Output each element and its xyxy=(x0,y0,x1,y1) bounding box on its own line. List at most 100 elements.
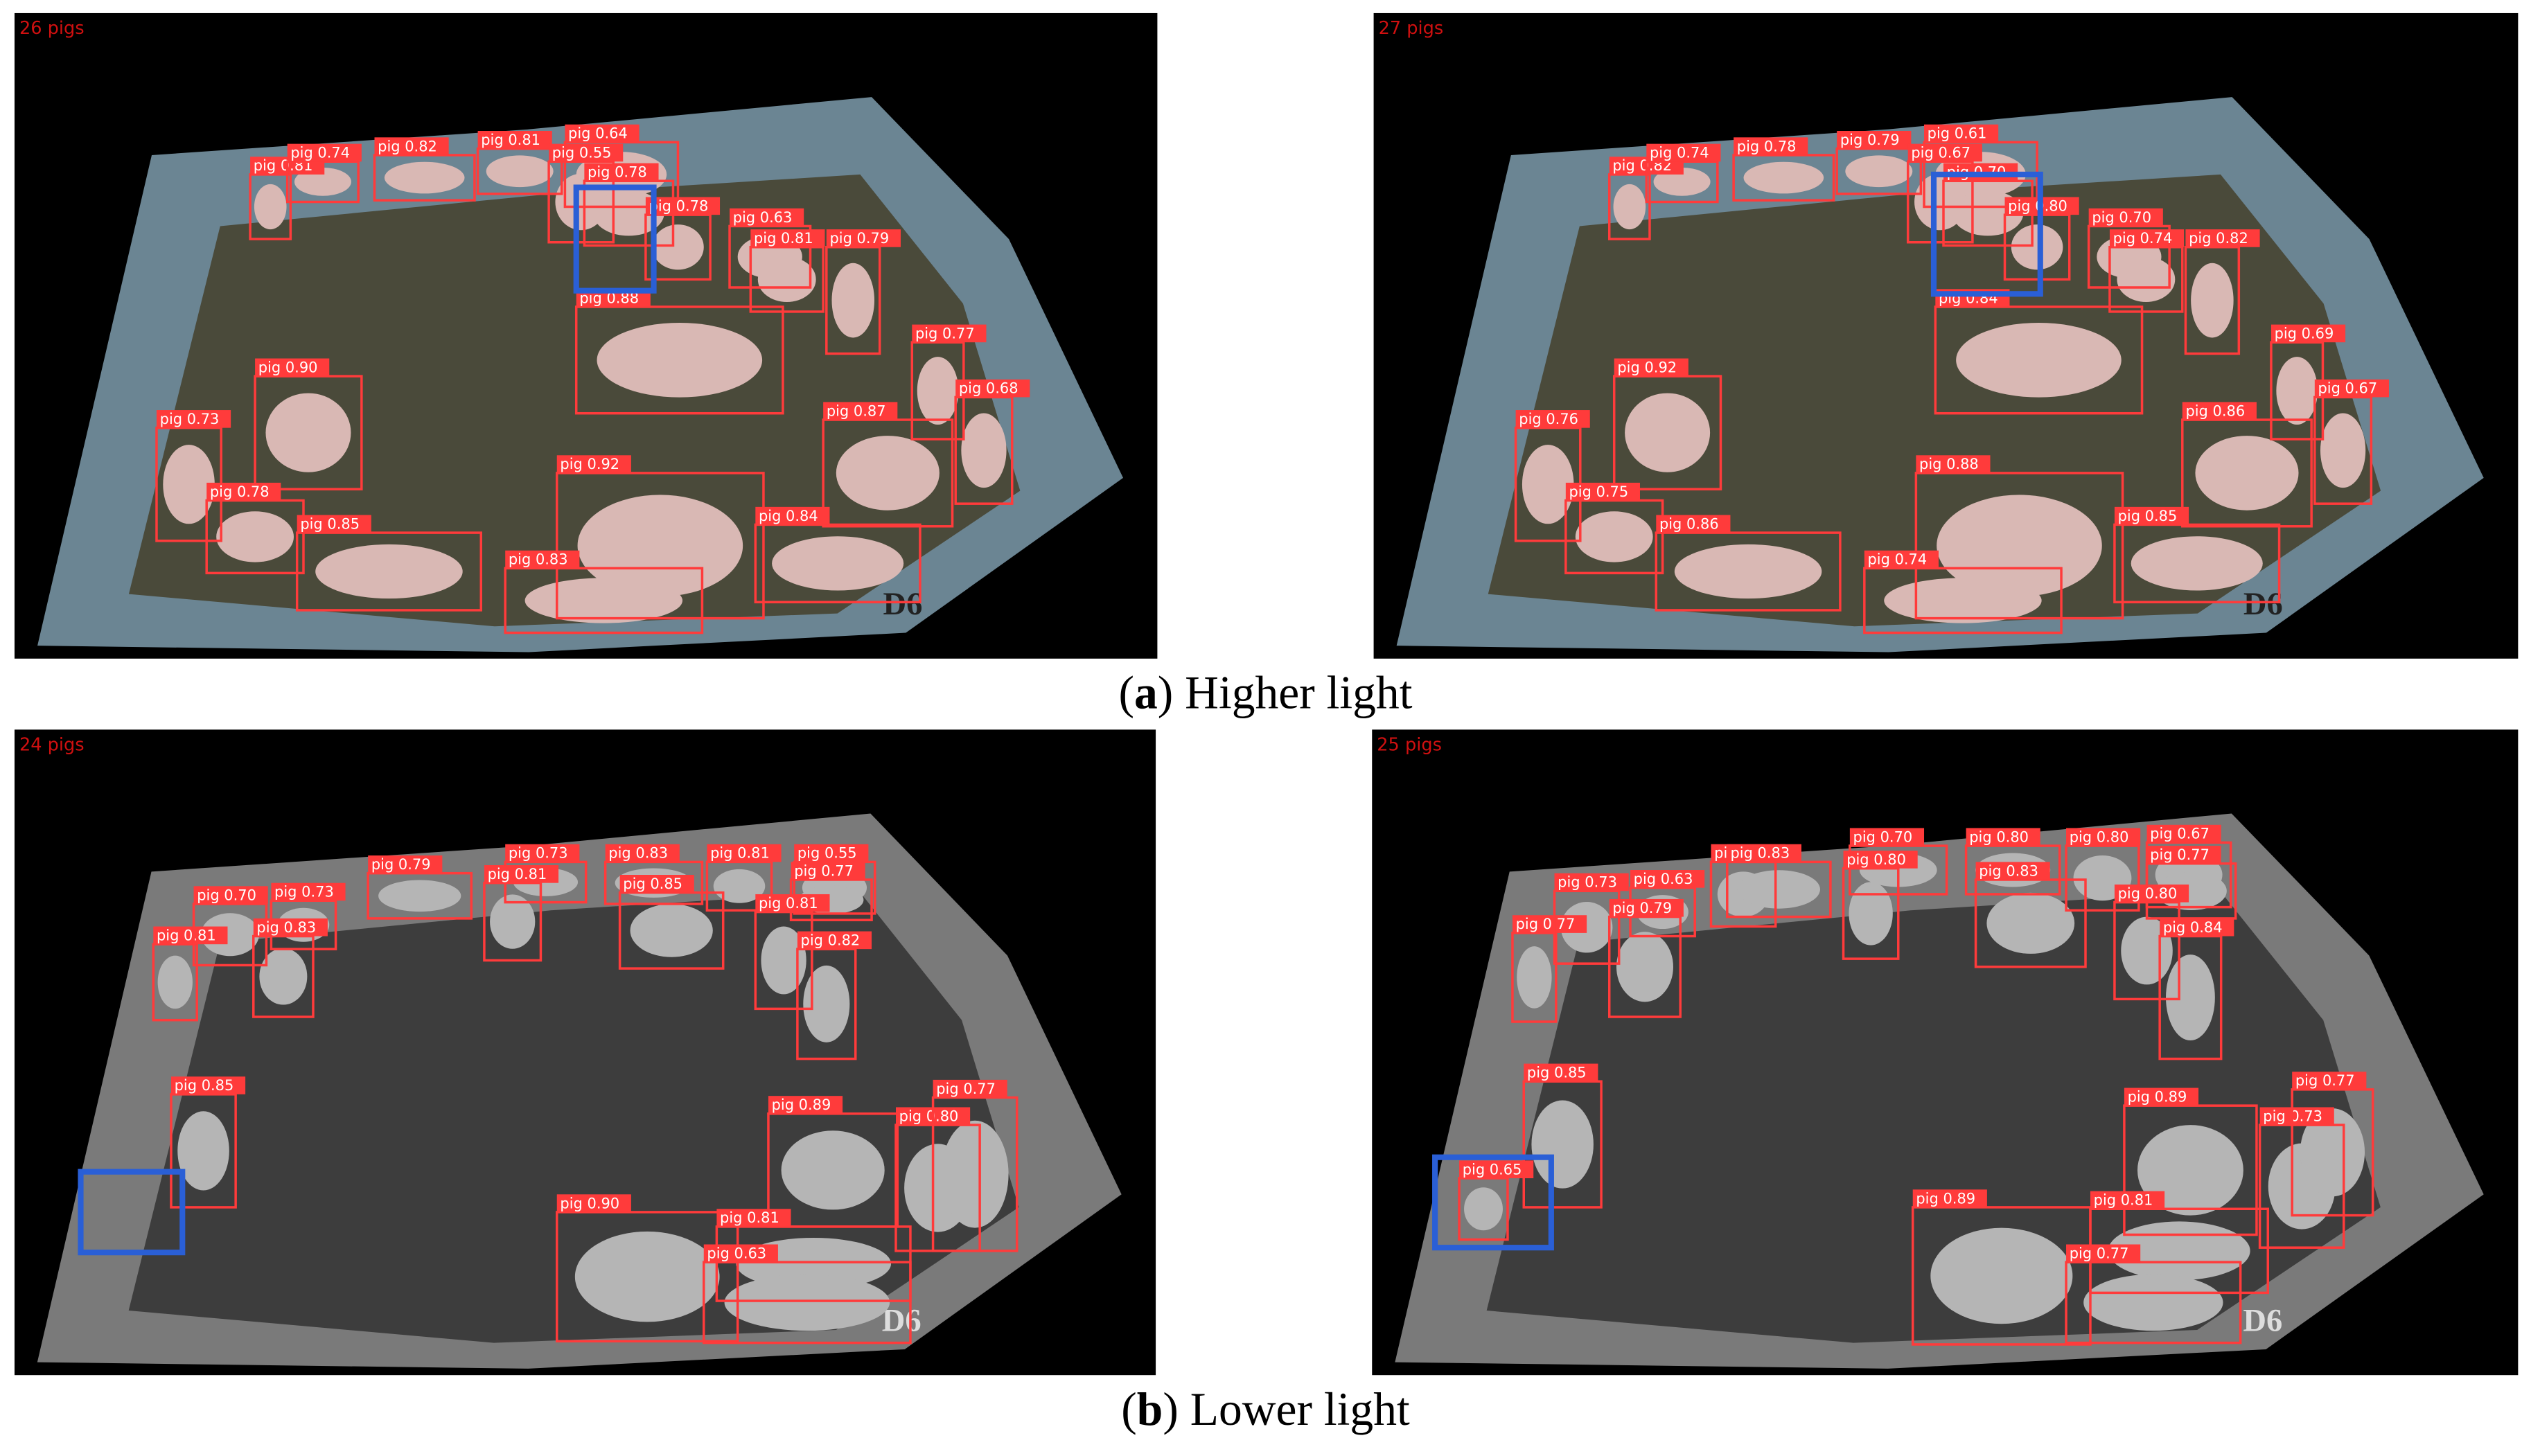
detection-label-bg xyxy=(826,229,901,247)
detection-label: pig 0.70 xyxy=(2092,209,2151,226)
pig xyxy=(524,578,683,623)
detection-label-bg xyxy=(253,918,328,936)
detection-label-bg xyxy=(2090,1191,2165,1209)
pig xyxy=(1616,932,1673,1002)
detection-label-bg xyxy=(1734,137,1808,155)
detection-label-bg xyxy=(619,875,694,893)
pig xyxy=(836,436,940,511)
detection-label: pig 0.87 xyxy=(827,402,886,419)
detection-label: pig 0.85 xyxy=(623,876,682,892)
pig xyxy=(2320,413,2366,488)
detection-label: pig 0.63 xyxy=(707,1245,766,1261)
detection-label-bg xyxy=(255,358,330,377)
floor-mark: D6 xyxy=(883,586,923,622)
detection-label: pig 0.90 xyxy=(560,1195,619,1211)
detection-label: pig 0.76 xyxy=(1519,411,1578,427)
pig xyxy=(724,1274,890,1331)
pig xyxy=(1613,184,1646,230)
pig-count: 24 pigs xyxy=(19,735,85,756)
detection-label-bg xyxy=(791,862,865,880)
detection-label: pig 0.85 xyxy=(2118,508,2178,524)
detection-label-bg xyxy=(912,324,987,343)
detection-label: pig 0.74 xyxy=(1867,551,1927,568)
detection-box xyxy=(2065,1261,2242,1344)
pig xyxy=(1575,511,1653,562)
detection-label-bg xyxy=(1524,1063,1598,1082)
detection-label-bg xyxy=(374,137,449,155)
detection-label-bg xyxy=(297,515,371,533)
detection-label: pig 0.81 xyxy=(720,1209,779,1226)
detection-label-bg xyxy=(1975,862,2050,880)
detection-label-bg xyxy=(2114,506,2189,525)
missed-detection-box xyxy=(1930,171,2043,297)
detection-label: pig 0.81 xyxy=(481,132,540,148)
detection-label: pig 0.81 xyxy=(759,895,818,912)
detection-label: pig 0.80 xyxy=(899,1108,959,1124)
pig-count: 25 pigs xyxy=(1377,735,1442,756)
detection-label-bg xyxy=(2182,402,2257,420)
detection-label: pig 0.86 xyxy=(2185,402,2245,419)
detection-box xyxy=(1934,305,2144,415)
floor-mark: D6 xyxy=(882,1302,921,1338)
pig xyxy=(2108,1221,2250,1281)
detection-label: pig 0.78 xyxy=(588,164,647,181)
pig xyxy=(941,1120,1009,1228)
detection-label: pig 0.83 xyxy=(256,919,316,936)
missed-detection-box xyxy=(573,184,657,294)
pig xyxy=(216,511,294,562)
detection-label: pig 0.79 xyxy=(1840,132,1900,148)
pig xyxy=(1956,323,2122,398)
pig xyxy=(1884,578,2042,623)
detection-label: pig 0.81 xyxy=(2094,1192,2153,1209)
detection-label-bg xyxy=(955,379,1030,398)
detection-label-bg xyxy=(153,926,228,945)
pig xyxy=(2117,256,2176,302)
detection-label-bg xyxy=(1912,1189,1987,1207)
detection-label-bg xyxy=(1843,851,1918,869)
detection-label-bg xyxy=(1630,870,1705,888)
detection-label: pig 0.83 xyxy=(608,845,668,862)
detection-label: pig 0.85 xyxy=(1527,1065,1587,1081)
missed-detection-box xyxy=(1432,1154,1554,1251)
detection-label-bg xyxy=(271,882,346,901)
detection-label: pig 0.77 xyxy=(936,1081,996,1097)
detection-label: pig 0.70 xyxy=(1853,828,1913,845)
caption-open: ( xyxy=(1119,666,1135,718)
pig xyxy=(163,445,215,524)
detection-label-bg xyxy=(156,410,231,428)
detection-box xyxy=(504,567,704,634)
detection-box xyxy=(703,1261,912,1344)
detection-label: pig 0.77 xyxy=(794,862,854,879)
missed-detection-box xyxy=(78,1169,186,1256)
detection-label-bg xyxy=(505,844,580,862)
detection-label: pig 0.81 xyxy=(754,230,813,247)
detection-label: pig 0.79 xyxy=(371,856,431,873)
pig xyxy=(652,224,704,270)
detection-label: pig 0.90 xyxy=(258,359,318,375)
detection-label-bg xyxy=(730,208,804,227)
pig xyxy=(917,357,959,425)
pig xyxy=(1674,544,1822,599)
detection-label-bg xyxy=(556,1194,631,1212)
detection-label: pig 0.55 xyxy=(552,145,612,161)
detection-label: pig 0.77 xyxy=(915,326,975,342)
detection-label: pig 0.77 xyxy=(1516,916,1576,932)
detection-label: pig 0.83 xyxy=(1979,862,2038,879)
detection-label-bg xyxy=(2114,884,2189,903)
floor-mark: D6 xyxy=(2243,1302,2282,1338)
pig xyxy=(315,544,463,599)
detection-label-bg xyxy=(2146,846,2221,864)
detection-label-bg xyxy=(1924,124,1999,143)
detection-label: pig 0.69 xyxy=(2275,326,2334,342)
pig xyxy=(265,393,351,472)
detection-box xyxy=(574,305,784,415)
detection-label-bg xyxy=(565,124,640,143)
detection-label-bg xyxy=(2124,1087,2199,1106)
detection-label-bg xyxy=(755,894,830,912)
pig xyxy=(2300,1108,2365,1197)
pig xyxy=(384,161,465,194)
pig xyxy=(2191,263,2234,338)
detection-box xyxy=(1655,531,1842,612)
detection-label-bg xyxy=(645,197,721,215)
